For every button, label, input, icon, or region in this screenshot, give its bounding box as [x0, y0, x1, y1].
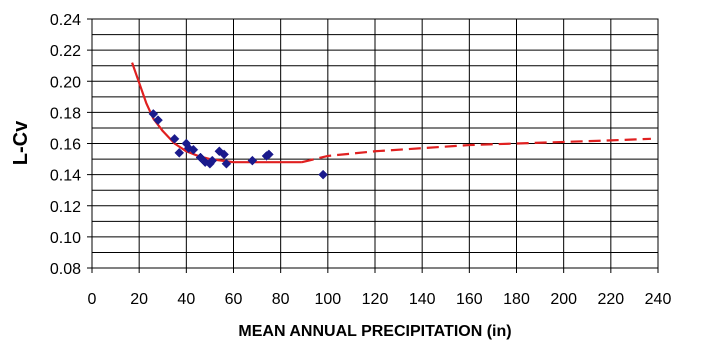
axis-ticks: 0 20 40 60 80 100 120 140 160 180 200 220 240 0.08 0.1… [50, 12, 672, 308]
data-point [169, 133, 180, 144]
y-tick-label: 0.14 [50, 168, 81, 185]
y-tick-label: 0.18 [50, 105, 81, 122]
y-tick-label: 0.08 [50, 261, 81, 278]
data-point [207, 155, 218, 166]
x-tick-label: 180 [503, 291, 530, 308]
x-tick-label: 240 [645, 291, 672, 308]
series-layer [131, 62, 651, 180]
x-tick-label: 20 [130, 291, 148, 308]
x-tick-label: 140 [409, 291, 436, 308]
data-point [219, 149, 229, 160]
fit-curve-dashed [301, 137, 651, 164]
data-point [247, 155, 258, 166]
data-point [153, 115, 163, 126]
y-axis-title: L-Cv [10, 120, 32, 165]
data-point [174, 147, 185, 158]
y-tick-label: 0.20 [50, 74, 81, 91]
x-tick-label: 100 [314, 291, 341, 308]
x-tick-label: 160 [456, 291, 483, 308]
x-tick-label: 0 [88, 291, 97, 308]
data-point [148, 109, 159, 119]
gridlines [92, 19, 658, 268]
data-point [195, 152, 206, 163]
x-tick-label: 120 [362, 291, 389, 308]
x-tick-label: 40 [177, 291, 195, 308]
x-tick-label: 200 [550, 291, 577, 308]
x-axis-title: MEAN ANNUAL PRECIPITATION (in) [238, 323, 511, 340]
y-tick-label: 0.10 [50, 230, 81, 247]
data-point [188, 144, 199, 155]
data-point [221, 158, 232, 169]
x-tick-label: 80 [272, 291, 290, 308]
data-point [318, 169, 328, 180]
x-tick-label: 60 [225, 291, 243, 308]
y-tick-label: 0.16 [50, 137, 81, 154]
y-tick-label: 0.12 [50, 199, 81, 216]
data-point [264, 149, 274, 160]
y-tick-label: 0.22 [50, 43, 81, 60]
x-tick-label: 220 [597, 291, 624, 308]
y-tick-label: 0.24 [50, 12, 81, 29]
